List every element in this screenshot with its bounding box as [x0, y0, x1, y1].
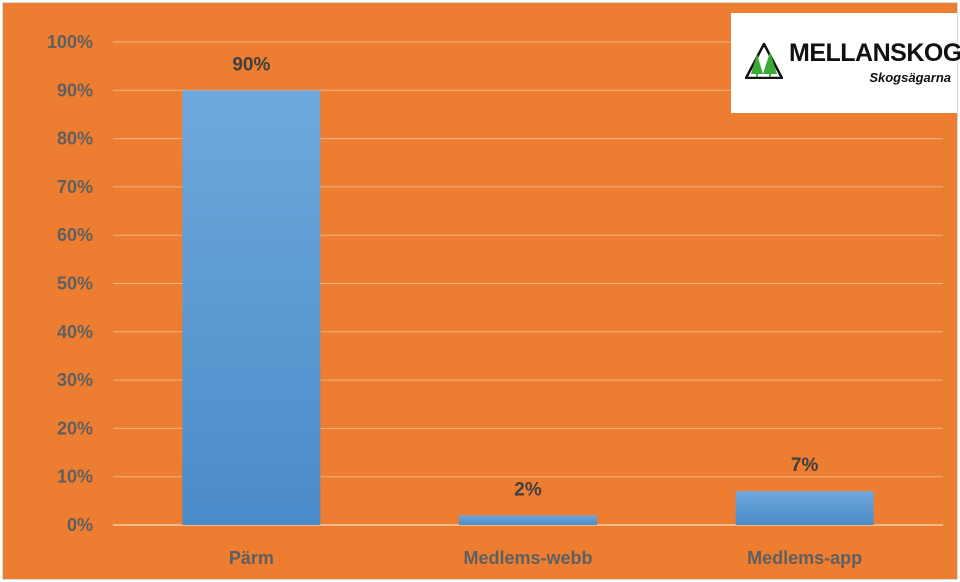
y-tick-label: 60%: [57, 225, 93, 245]
bar-medlems-webb: [459, 515, 597, 525]
mellanskog-logo: MELLANSKOG Skogsägarna: [731, 13, 960, 113]
y-tick-label: 40%: [57, 322, 93, 342]
y-tick-label: 90%: [57, 80, 93, 100]
y-tick-label: 20%: [57, 418, 93, 438]
y-tick-label: 100%: [47, 32, 93, 52]
y-tick-label: 70%: [57, 177, 93, 197]
y-axis-ticks: 0% 10% 20% 30% 40% 50% 60% 70% 80% 90% 100%: [47, 32, 93, 535]
logo-brand-text: MELLANSKOG: [789, 39, 960, 67]
forest-triangle-logo-icon: [745, 43, 783, 79]
data-label: 90%: [232, 54, 270, 75]
data-label: 2%: [514, 479, 542, 500]
bar-medlems-app: [735, 491, 874, 525]
y-tick-label: 10%: [57, 467, 93, 487]
x-axis-categories: Pärm Medlems-webb Medlems-app: [229, 548, 862, 568]
data-labels: 90% 2% 7%: [232, 54, 818, 500]
y-tick-label: 0%: [67, 515, 93, 535]
y-tick-label: 50%: [57, 274, 93, 294]
data-label: 7%: [791, 455, 819, 476]
bar-chart: 0% 10% 20% 30% 40% 50% 60% 70% 80% 90% 100% 90% 2% 7…: [47, 32, 943, 568]
x-category-label: Medlems-webb: [463, 548, 592, 568]
bars: [182, 90, 874, 526]
x-category-label: Pärm: [229, 548, 274, 568]
x-category-label: Medlems-app: [747, 548, 862, 568]
logo-tagline: Skogsägarna: [869, 70, 951, 85]
y-tick-label: 80%: [57, 129, 93, 149]
y-tick-label: 30%: [57, 370, 93, 390]
bar-p-rm: [182, 90, 321, 526]
